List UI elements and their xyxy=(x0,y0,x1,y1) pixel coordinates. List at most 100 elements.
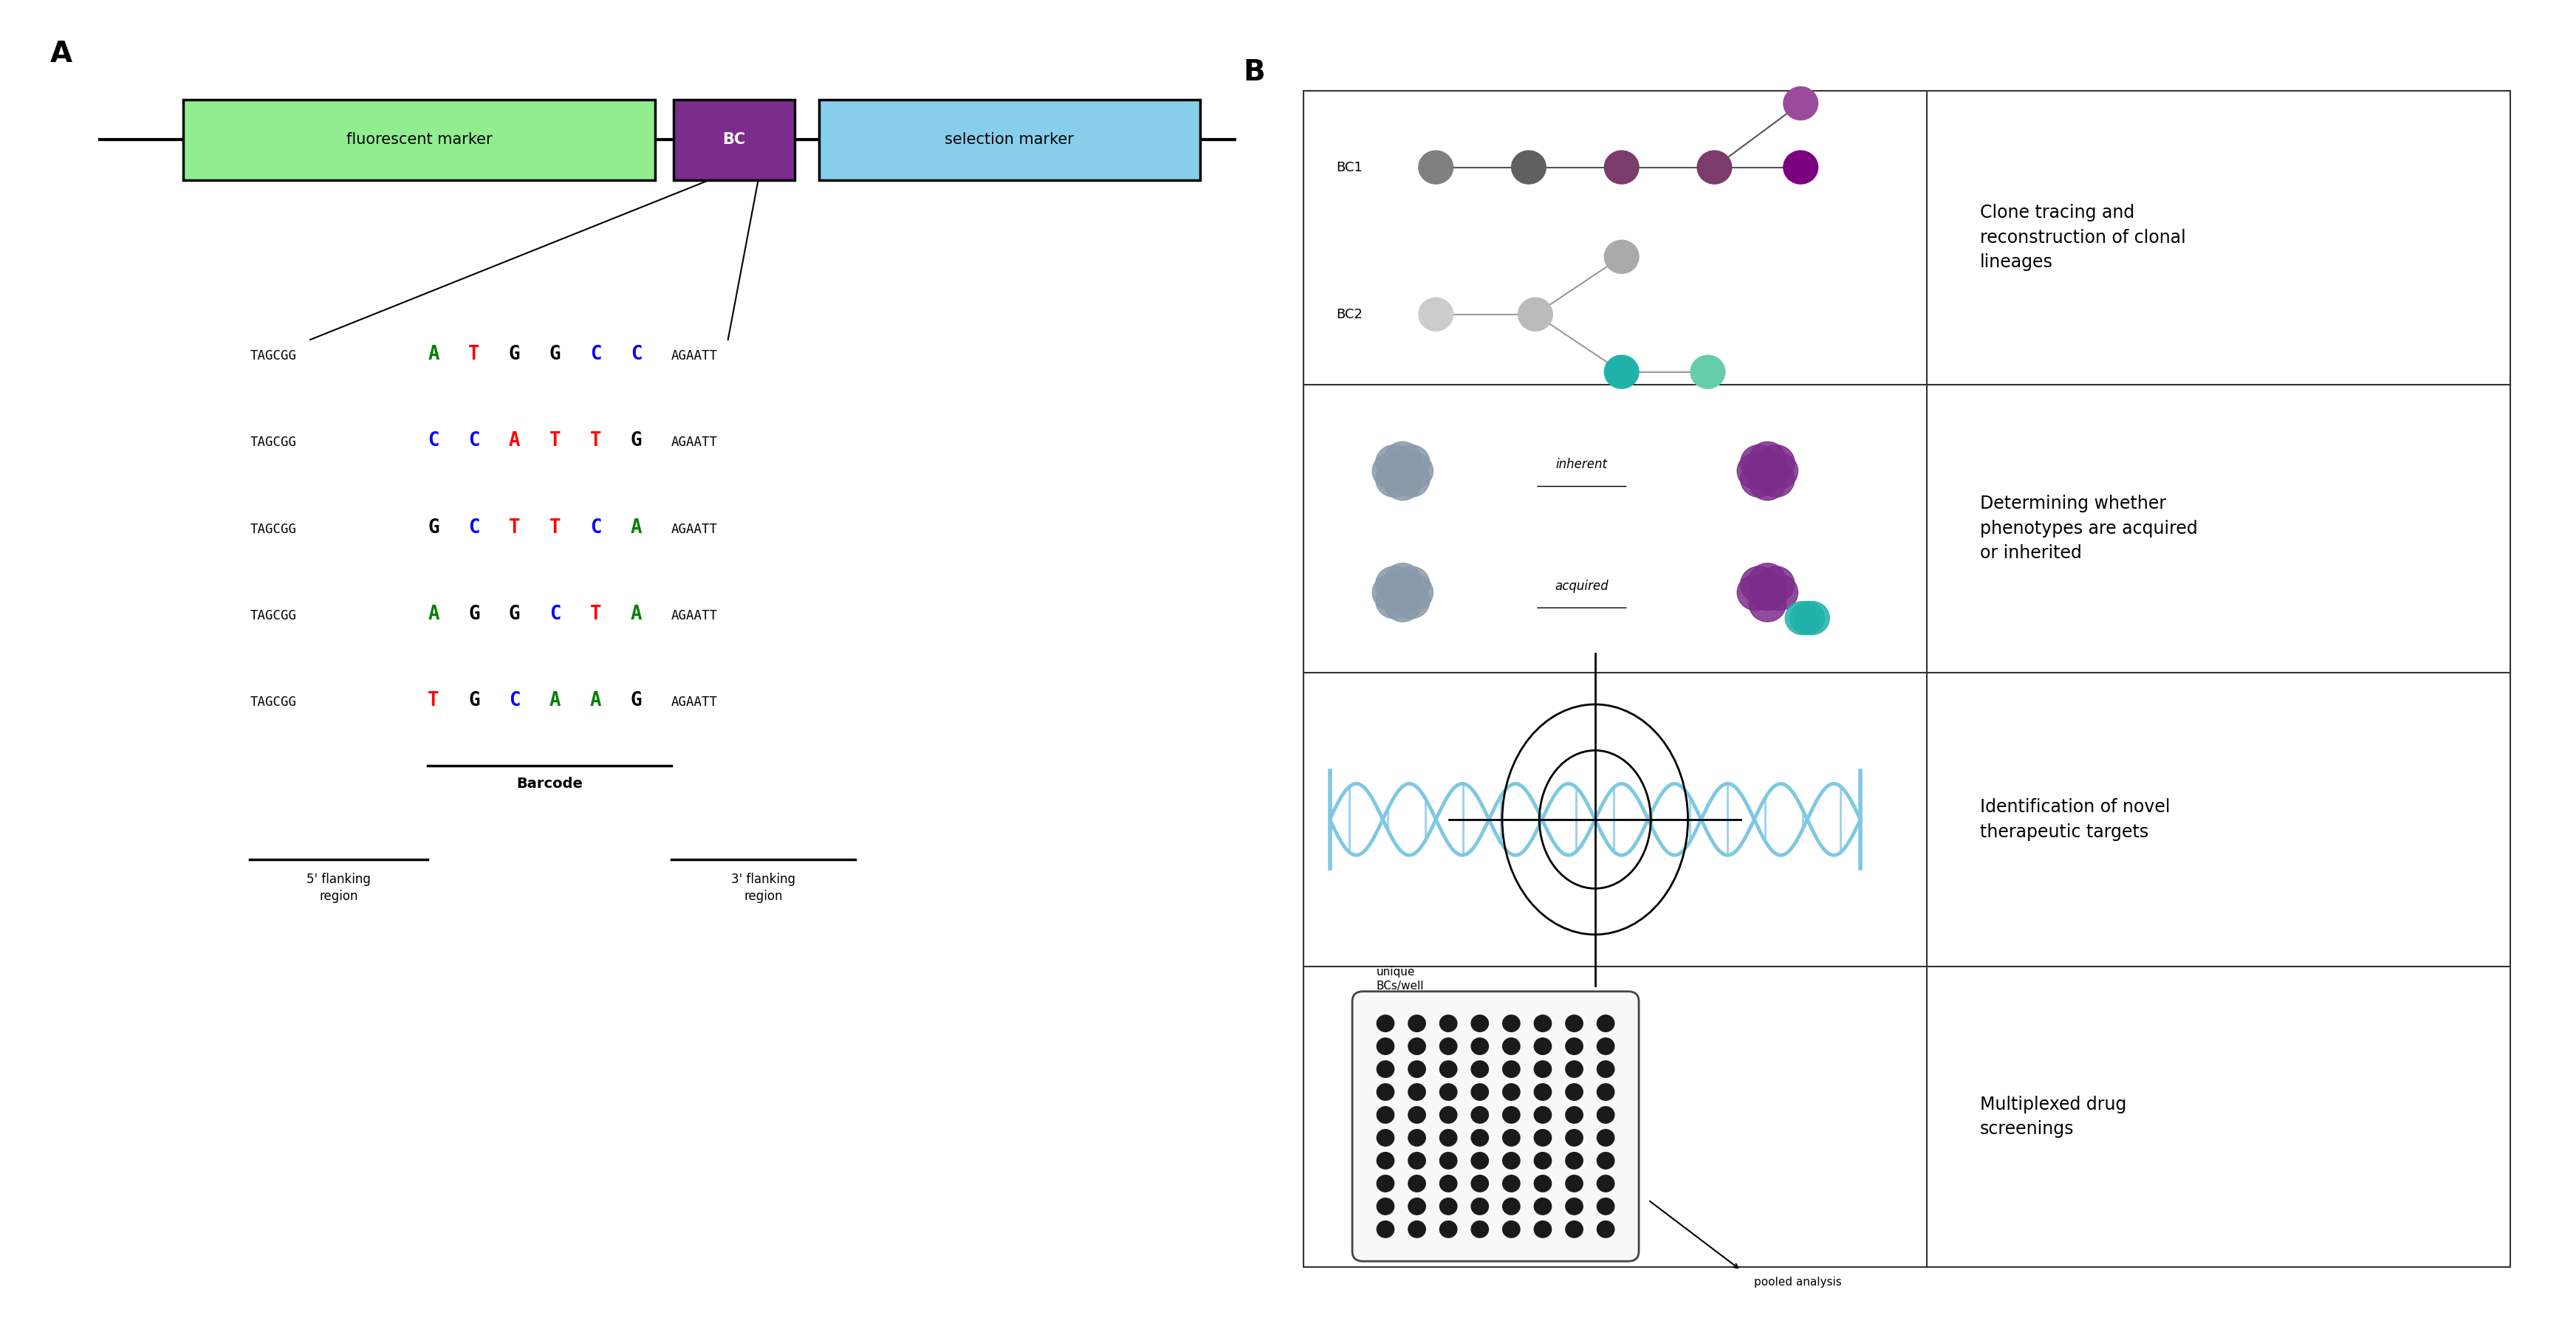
Circle shape xyxy=(1597,1197,1615,1215)
FancyBboxPatch shape xyxy=(1352,991,1638,1261)
Text: C: C xyxy=(590,345,600,364)
Circle shape xyxy=(1394,583,1430,618)
Text: C: C xyxy=(510,691,520,710)
Circle shape xyxy=(1517,298,1553,330)
Circle shape xyxy=(1440,1221,1458,1237)
Circle shape xyxy=(1783,87,1819,120)
Circle shape xyxy=(1394,566,1430,602)
Text: inherent: inherent xyxy=(1556,458,1607,472)
Circle shape xyxy=(1376,1038,1394,1055)
Text: C: C xyxy=(590,518,600,537)
Circle shape xyxy=(1383,453,1422,489)
Text: A: A xyxy=(428,345,438,364)
Circle shape xyxy=(1419,298,1453,330)
Text: pooled analysis: pooled analysis xyxy=(1754,1276,1842,1288)
Circle shape xyxy=(1383,563,1422,599)
Circle shape xyxy=(1597,1015,1615,1032)
Circle shape xyxy=(1749,453,1785,489)
Circle shape xyxy=(1741,445,1777,481)
Circle shape xyxy=(1597,1130,1615,1146)
Circle shape xyxy=(1502,1175,1520,1192)
Text: 3' flanking
region: 3' flanking region xyxy=(732,872,796,903)
Circle shape xyxy=(1535,1084,1551,1100)
Circle shape xyxy=(1396,574,1432,610)
Text: T: T xyxy=(428,691,438,710)
Circle shape xyxy=(1376,1130,1394,1146)
Text: G: G xyxy=(428,518,438,537)
Bar xyxy=(672,100,793,180)
Text: A: A xyxy=(631,605,641,623)
Circle shape xyxy=(1597,1107,1615,1123)
Circle shape xyxy=(1376,1084,1394,1100)
Circle shape xyxy=(1502,1060,1520,1078)
Circle shape xyxy=(1376,583,1412,618)
Circle shape xyxy=(1440,1152,1458,1169)
Circle shape xyxy=(1605,151,1638,184)
Bar xyxy=(819,100,1200,180)
Circle shape xyxy=(1440,1107,1458,1123)
Circle shape xyxy=(1741,461,1777,497)
Circle shape xyxy=(1535,1038,1551,1055)
Circle shape xyxy=(1757,461,1795,497)
Circle shape xyxy=(1409,1038,1425,1055)
Circle shape xyxy=(1566,1197,1582,1215)
Text: T: T xyxy=(590,605,600,623)
Circle shape xyxy=(1736,453,1775,489)
Circle shape xyxy=(1376,1107,1394,1123)
Circle shape xyxy=(1383,586,1422,622)
Circle shape xyxy=(1471,1152,1489,1169)
Circle shape xyxy=(1597,1060,1615,1078)
Circle shape xyxy=(1566,1038,1582,1055)
Circle shape xyxy=(1535,1152,1551,1169)
Text: C: C xyxy=(469,518,479,537)
Text: A: A xyxy=(549,691,562,710)
Circle shape xyxy=(1471,1107,1489,1123)
Circle shape xyxy=(1783,151,1819,184)
Circle shape xyxy=(1394,445,1430,481)
Circle shape xyxy=(1440,1197,1458,1215)
Circle shape xyxy=(1376,1197,1394,1215)
Text: G: G xyxy=(469,605,479,623)
Text: G: G xyxy=(631,691,641,710)
Circle shape xyxy=(1440,1038,1458,1055)
Text: T: T xyxy=(549,518,562,537)
Text: G: G xyxy=(549,345,562,364)
Circle shape xyxy=(1566,1175,1582,1192)
Circle shape xyxy=(1502,1038,1520,1055)
Circle shape xyxy=(1409,1175,1425,1192)
Text: A: A xyxy=(428,605,438,623)
Circle shape xyxy=(1502,1221,1520,1237)
Circle shape xyxy=(1409,1060,1425,1078)
Circle shape xyxy=(1373,574,1409,610)
Circle shape xyxy=(1597,1152,1615,1169)
Text: TAGCGG: TAGCGG xyxy=(250,609,296,622)
Circle shape xyxy=(1749,563,1785,599)
Text: C: C xyxy=(549,605,562,623)
Circle shape xyxy=(1471,1038,1489,1055)
Text: Identification of novel
therapeutic targets: Identification of novel therapeutic targ… xyxy=(1981,798,2169,840)
Text: Multiplexed drug
screenings: Multiplexed drug screenings xyxy=(1981,1095,2125,1138)
Circle shape xyxy=(1440,1015,1458,1032)
Circle shape xyxy=(1383,465,1422,501)
Circle shape xyxy=(1394,461,1430,497)
Text: AGAATT: AGAATT xyxy=(672,695,719,709)
Text: BC1: BC1 xyxy=(1337,161,1363,174)
Text: T: T xyxy=(549,432,562,450)
Text: G: G xyxy=(631,432,641,450)
Text: B: B xyxy=(1244,59,1265,87)
Circle shape xyxy=(1757,566,1795,602)
Text: C: C xyxy=(631,345,641,364)
Circle shape xyxy=(1690,356,1726,389)
Circle shape xyxy=(1757,445,1795,481)
Circle shape xyxy=(1795,602,1829,634)
Circle shape xyxy=(1736,574,1775,610)
Circle shape xyxy=(1440,1130,1458,1146)
Circle shape xyxy=(1535,1060,1551,1078)
Circle shape xyxy=(1535,1107,1551,1123)
Text: A: A xyxy=(590,691,600,710)
Circle shape xyxy=(1790,602,1824,634)
Circle shape xyxy=(1749,586,1785,622)
Circle shape xyxy=(1785,602,1819,634)
Circle shape xyxy=(1749,574,1785,610)
Circle shape xyxy=(1762,453,1798,489)
